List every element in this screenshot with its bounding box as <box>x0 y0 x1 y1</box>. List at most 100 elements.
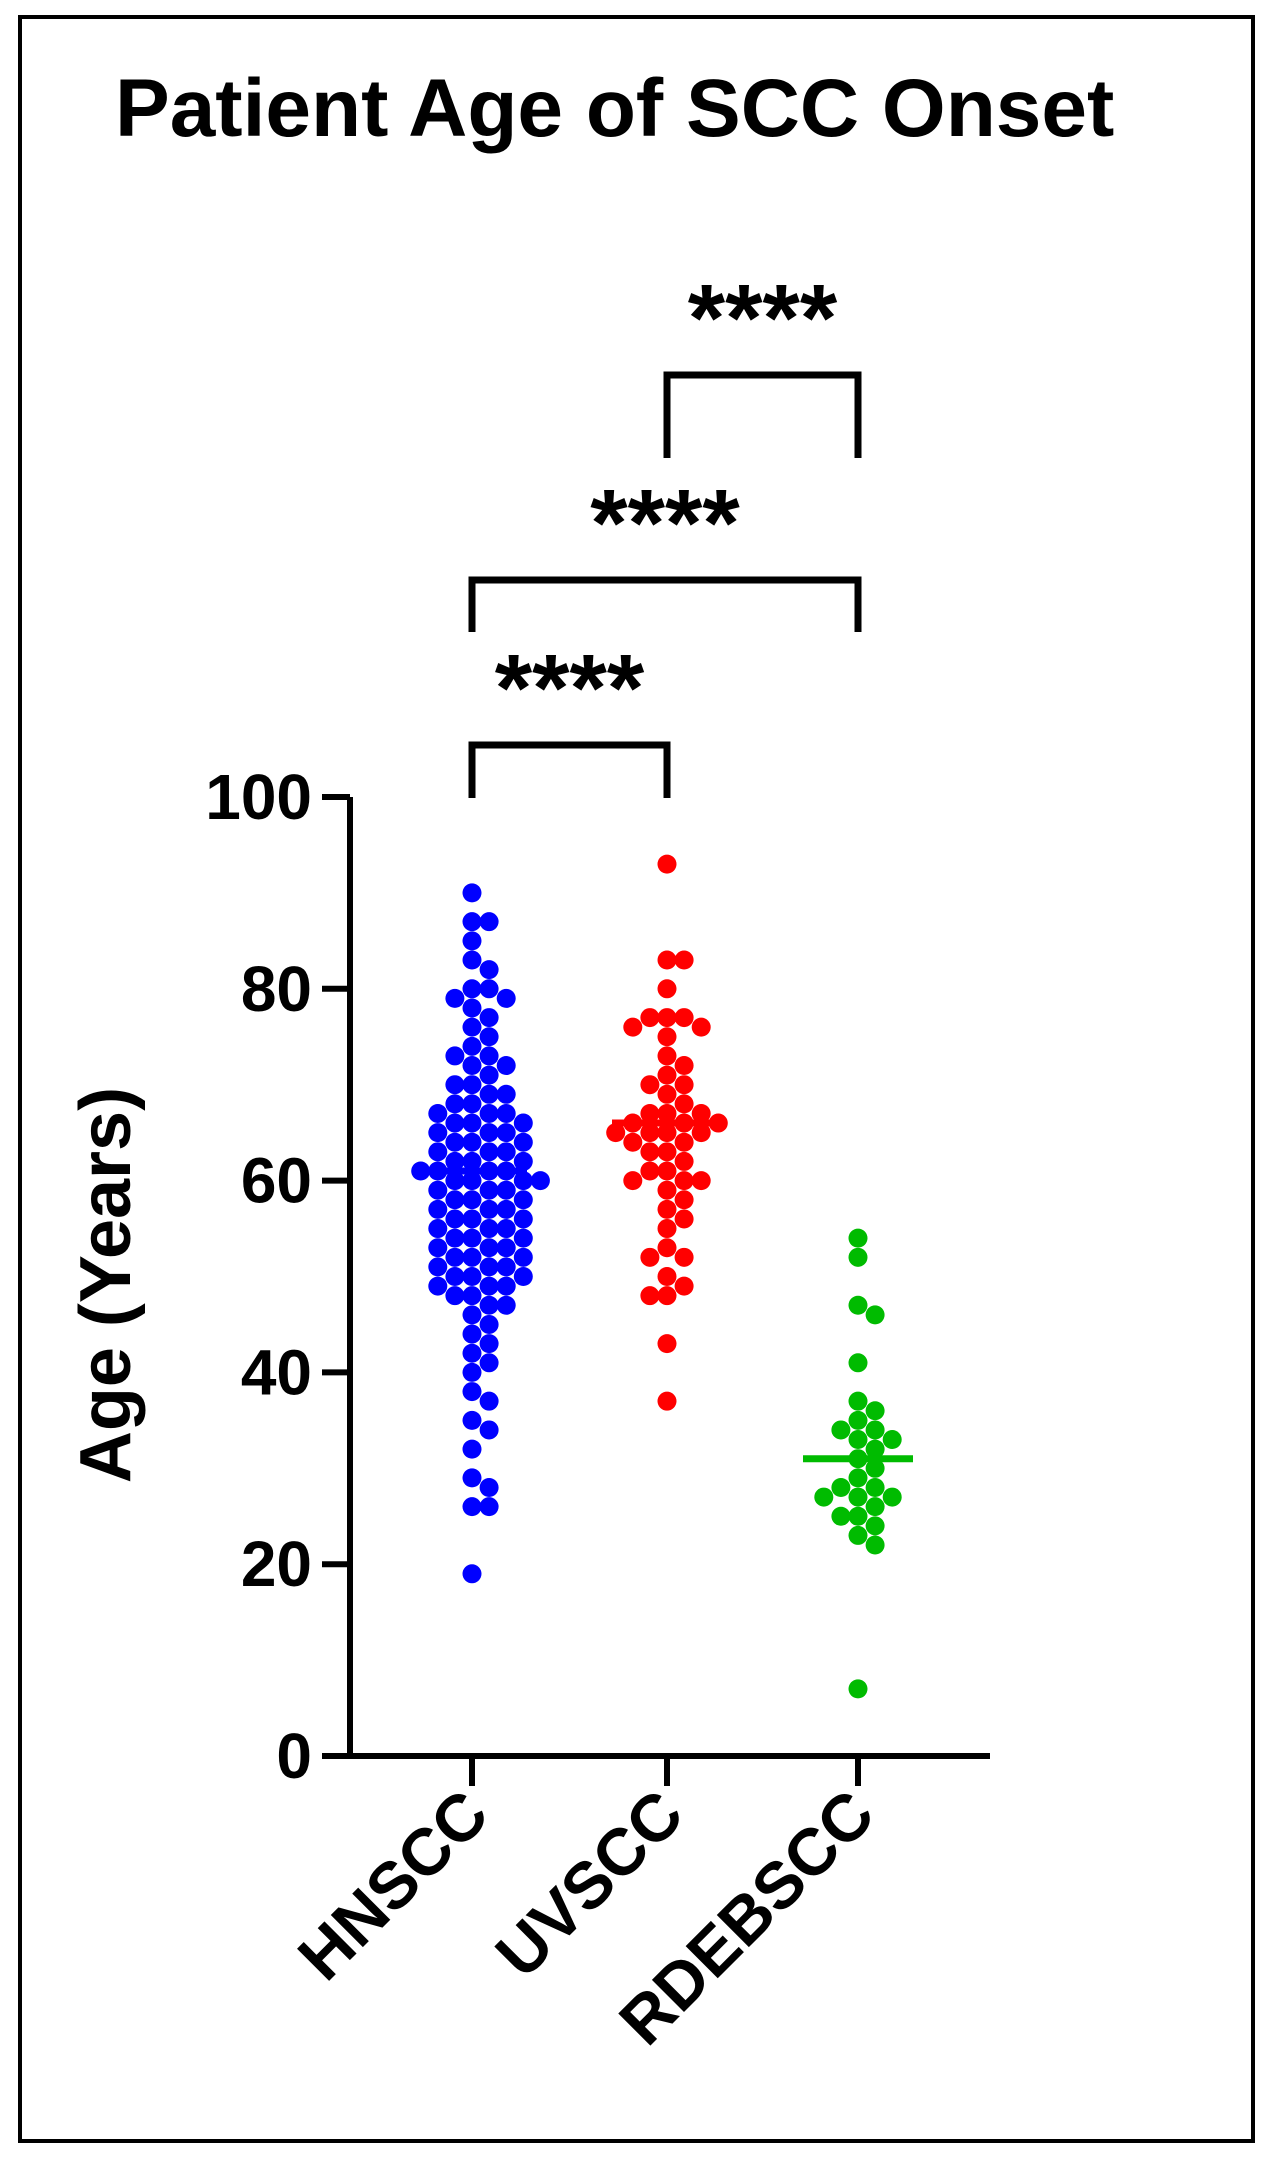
data-point <box>445 1132 465 1152</box>
data-point <box>479 1103 499 1123</box>
data-point <box>865 1477 885 1497</box>
data-point <box>882 1430 902 1450</box>
data-point <box>462 1056 482 1076</box>
data-point <box>674 1094 694 1114</box>
data-point <box>445 1190 465 1210</box>
data-point <box>428 1257 448 1277</box>
data-point <box>513 1228 533 1248</box>
data-point <box>674 1247 694 1267</box>
data-point <box>496 988 516 1008</box>
significance-bracket <box>663 371 862 458</box>
data-point <box>445 988 465 1008</box>
data-point <box>479 1219 499 1239</box>
data-point <box>428 1123 448 1143</box>
data-point <box>496 1084 516 1104</box>
data-point <box>462 1410 482 1430</box>
data-point <box>657 854 677 874</box>
data-point <box>640 1123 660 1143</box>
data-point <box>445 1209 465 1229</box>
data-point <box>831 1477 851 1497</box>
data-point <box>674 950 694 970</box>
data-point <box>674 1056 694 1076</box>
data-point <box>848 1430 868 1450</box>
data-point <box>691 1017 711 1037</box>
data-point <box>865 1458 885 1478</box>
data-point <box>848 1295 868 1315</box>
data-point <box>865 1535 885 1555</box>
data-point <box>640 1075 660 1095</box>
data-point <box>640 1247 660 1267</box>
data-point <box>865 1401 885 1421</box>
data-point <box>657 1180 677 1200</box>
data-point <box>445 1046 465 1066</box>
data-point <box>513 1209 533 1229</box>
data-point <box>496 1199 516 1219</box>
data-point <box>462 1151 482 1171</box>
data-point <box>462 883 482 903</box>
data-point <box>462 1497 482 1517</box>
data-point <box>848 1487 868 1507</box>
data-point <box>640 1103 660 1123</box>
data-point <box>530 1171 550 1191</box>
data-point <box>657 1219 677 1239</box>
data-point <box>657 1065 677 1085</box>
data-point <box>657 1334 677 1354</box>
data-points <box>411 854 913 1699</box>
data-point <box>445 1286 465 1306</box>
data-point <box>479 1142 499 1162</box>
data-point <box>479 1391 499 1411</box>
data-point <box>691 1123 711 1143</box>
data-point <box>479 1334 499 1354</box>
data-point <box>865 1305 885 1325</box>
data-point <box>462 998 482 1018</box>
x-tick-label: HNSCC <box>284 1776 502 1994</box>
data-point <box>462 1094 482 1114</box>
data-point <box>479 1257 499 1277</box>
data-point <box>848 1506 868 1526</box>
data-point <box>496 1276 516 1296</box>
data-point <box>479 1238 499 1258</box>
data-point <box>445 1247 465 1267</box>
data-point <box>462 1209 482 1229</box>
data-point <box>674 1008 694 1028</box>
data-point <box>865 1516 885 1536</box>
data-point <box>513 1247 533 1267</box>
data-point <box>496 1295 516 1315</box>
data-point <box>462 1362 482 1382</box>
data-point <box>462 979 482 999</box>
data-point <box>865 1439 885 1459</box>
data-point <box>445 1113 465 1133</box>
data-point <box>496 1103 516 1123</box>
data-point <box>462 1382 482 1402</box>
data-point <box>513 1151 533 1171</box>
data-point <box>462 1343 482 1363</box>
data-point <box>479 1420 499 1440</box>
data-point <box>479 1497 499 1517</box>
data-point <box>657 1103 677 1123</box>
y-tick-label: 100 <box>205 761 312 833</box>
significance-brackets: **** **** **** <box>468 265 862 798</box>
data-point <box>479 912 499 932</box>
data-point <box>462 1113 482 1133</box>
chart-title: Patient Age of SCC Onset <box>115 63 1115 154</box>
data-point <box>428 1276 448 1296</box>
data-point <box>445 1151 465 1171</box>
data-point <box>848 1228 868 1248</box>
data-point <box>640 1008 660 1028</box>
data-point <box>623 1171 643 1191</box>
significance-bracket <box>468 741 671 798</box>
data-point <box>657 1391 677 1411</box>
data-point <box>496 1123 516 1143</box>
data-point <box>513 1190 533 1210</box>
data-point <box>848 1468 868 1488</box>
y-tick-label: 80 <box>241 953 312 1025</box>
data-point <box>462 1439 482 1459</box>
data-point <box>865 1420 885 1440</box>
data-point <box>657 1123 677 1143</box>
data-point <box>462 1247 482 1267</box>
data-point <box>462 950 482 970</box>
data-point <box>445 1228 465 1248</box>
data-point <box>674 1276 694 1296</box>
data-point <box>462 1017 482 1037</box>
data-point <box>623 1132 643 1152</box>
